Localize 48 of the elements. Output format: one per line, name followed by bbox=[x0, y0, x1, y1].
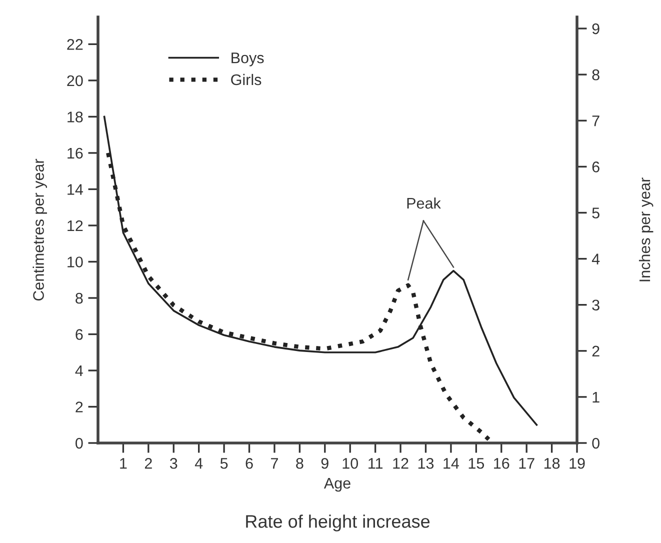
y2-tick-label: 7 bbox=[592, 116, 600, 126]
x-tick-label: 16 bbox=[494, 458, 510, 469]
y-tick-label: 6 bbox=[76, 329, 83, 340]
y-tick-label: 8 bbox=[76, 292, 83, 304]
x-tick-label: 4 bbox=[194, 458, 203, 469]
y2-tick-label: 0 bbox=[592, 438, 600, 449]
x-tick-label: 1 bbox=[120, 458, 127, 469]
y-tick-label: 12 bbox=[68, 220, 83, 232]
y-tick-label: 16 bbox=[68, 148, 83, 159]
x-tick-label: 14 bbox=[444, 458, 459, 469]
x-tick-label: 15 bbox=[468, 458, 484, 469]
x-tick-label: 17 bbox=[519, 458, 534, 469]
y-tick-label: 10 bbox=[68, 256, 83, 268]
x-tick-label: 7 bbox=[271, 458, 278, 469]
text: Rate of height increase bbox=[246, 514, 430, 532]
annotation: Peak bbox=[407, 197, 441, 209]
y2-tick-label: 9 bbox=[592, 23, 600, 34]
x-tick-label: 11 bbox=[368, 458, 383, 469]
y-tick-label: 18 bbox=[68, 112, 83, 122]
x-tick-label: 10 bbox=[342, 458, 358, 469]
y2-tick-label: 3 bbox=[592, 300, 600, 311]
y-tick-label: 0 bbox=[76, 438, 83, 449]
x-tick-label: 18 bbox=[544, 458, 560, 469]
x-tick-label: 13 bbox=[418, 458, 434, 469]
y2-tick-label: 2 bbox=[592, 346, 600, 356]
y-tick-label: 22 bbox=[67, 39, 83, 50]
y-axis-title: Centimetres per year bbox=[32, 158, 47, 301]
x-tick-label: 3 bbox=[170, 458, 178, 469]
legend-label: Boys bbox=[232, 52, 264, 66]
x-tick-label: 6 bbox=[246, 458, 253, 469]
x-tick-label: 9 bbox=[321, 458, 328, 469]
legend-label: Girls bbox=[231, 74, 262, 86]
y2-tick-label: 4 bbox=[592, 254, 600, 264]
y2-tick-label: 8 bbox=[592, 69, 600, 80]
y-tick-label: 14 bbox=[68, 184, 83, 195]
y2-axis-title: Inches per year bbox=[638, 178, 654, 282]
y-tick-label: 2 bbox=[76, 402, 83, 412]
x-tick-label: 12 bbox=[393, 458, 408, 469]
x-tick-label: 2 bbox=[144, 458, 152, 469]
x-tick-label: 5 bbox=[220, 458, 228, 469]
y2-tick-label: 5 bbox=[592, 208, 600, 218]
y2-tick-label: 6 bbox=[592, 162, 600, 172]
y2-tick-label: 1 bbox=[592, 392, 600, 402]
x-tick-label: 19 bbox=[570, 458, 585, 469]
x-axis-title: Age bbox=[324, 478, 350, 492]
y-tick-label: 20 bbox=[67, 75, 83, 86]
y-tick-label: 4 bbox=[75, 366, 83, 376]
x-tick-label: 8 bbox=[296, 458, 304, 469]
